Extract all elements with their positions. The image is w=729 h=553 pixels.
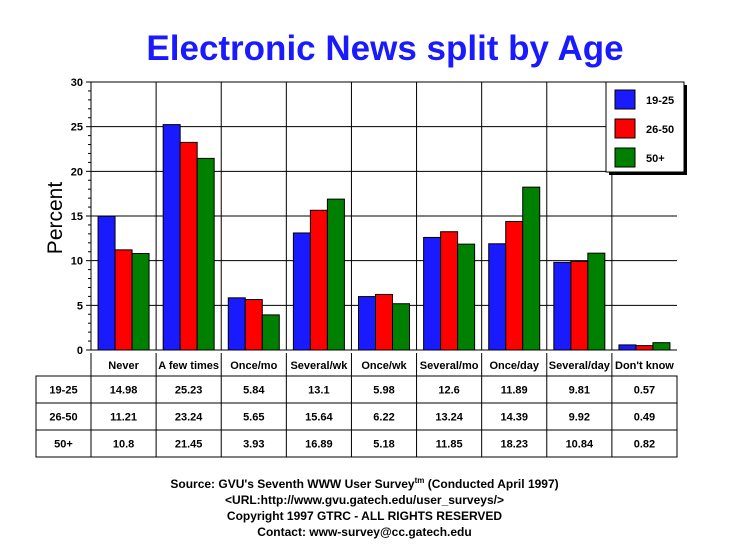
- table-cell: 11.21: [110, 412, 137, 424]
- bar: [488, 243, 507, 351]
- bar: [179, 141, 198, 351]
- y-tick-label: 30: [71, 77, 83, 89]
- table-cell: 21.45: [175, 439, 203, 451]
- bar: [227, 297, 246, 351]
- bar: [261, 314, 280, 351]
- table-cell: 5.84: [243, 385, 265, 397]
- table-cell: 18.23: [500, 439, 528, 451]
- chart: Electronic News split by Age Percent 0 5 1…: [35, 29, 687, 458]
- bar: [522, 186, 541, 351]
- table-cell: 13.1: [308, 385, 329, 397]
- table-cell: 14.39: [500, 412, 528, 424]
- category-label: A few times: [158, 360, 219, 372]
- category-label: Several/day: [549, 360, 611, 372]
- table-cell: 23.24: [175, 412, 203, 424]
- bar: [392, 303, 410, 351]
- table-cell: 10.8: [113, 439, 134, 451]
- data-table: Never A few times Once/mo Several/wk Once/wk…: [35, 353, 678, 458]
- table-cell: 9.81: [569, 385, 590, 397]
- bar: [652, 342, 671, 351]
- legend-label: 19-25: [646, 95, 674, 107]
- y-tick-label: 20: [71, 166, 83, 178]
- bar: [244, 299, 263, 351]
- bar: [196, 157, 215, 351]
- bar: [131, 253, 150, 351]
- y-tick-label: 0: [77, 345, 83, 357]
- footer: Source: GVU's Seventh WWW User Surveytm …: [0, 473, 729, 540]
- source-trademark: tm: [414, 476, 425, 485]
- table-cell: 0.57: [634, 385, 655, 397]
- bar: [457, 243, 476, 351]
- source-suffix: (Conducted April 1997): [424, 477, 559, 491]
- bar: [375, 293, 393, 351]
- category-label: Don't know: [615, 360, 674, 372]
- y-axis-label: Percent: [44, 182, 67, 255]
- table-cell: 12.6: [438, 385, 459, 397]
- bar: [423, 236, 442, 351]
- legend-label: 50+: [646, 153, 665, 165]
- bar: [570, 260, 589, 351]
- source-prefix: Source: GVU's Seventh WWW User Survey: [170, 477, 415, 491]
- table-cell: 0.49: [634, 412, 655, 424]
- table-cell: 15.64: [305, 412, 333, 424]
- legend: 19-25 26-50 50+: [605, 81, 687, 175]
- bar: [162, 124, 181, 351]
- table-cell: 16.89: [305, 439, 333, 451]
- copyright: Copyright 1997 GTRC - ALL RIGHTS RESERVE…: [226, 509, 503, 523]
- table-cell: 11.85: [436, 439, 463, 451]
- source-url: <URL:http://www.gvu.gatech.edu/user_surv…: [225, 493, 504, 507]
- chart-title: Electronic News split by Age: [146, 29, 623, 68]
- bar: [505, 220, 524, 351]
- category-label: Never: [108, 360, 139, 372]
- table-frame: [35, 375, 678, 458]
- table-cell: 10.84: [566, 439, 594, 451]
- category-label: Several/wk: [290, 360, 348, 372]
- table-cell: 5.65: [243, 412, 264, 424]
- bars: [97, 124, 671, 351]
- legend-swatch: [614, 147, 636, 168]
- table-cell: 25.23: [175, 385, 203, 397]
- table-cell: 9.92: [569, 412, 590, 424]
- table-cell: 6.22: [373, 412, 394, 424]
- table-row-label: 19-25: [49, 385, 77, 397]
- source-line: Source: GVU's Seventh WWW User Surveytm …: [0, 473, 729, 492]
- bar: [309, 209, 328, 351]
- bar: [97, 215, 116, 351]
- y-tick-label: 10: [71, 256, 83, 268]
- bar: [553, 261, 572, 351]
- legend-label: 26-50: [646, 124, 674, 136]
- bar: [440, 231, 459, 351]
- y-tick-label: 25: [71, 122, 83, 134]
- category-label: Several/mo: [420, 360, 479, 372]
- legend-swatch: [614, 89, 636, 110]
- table-cell: 11.89: [501, 385, 528, 397]
- table-row-label: 50+: [54, 439, 73, 451]
- category-label: Once/day: [489, 360, 539, 372]
- bar: [326, 198, 345, 351]
- bar: [635, 345, 654, 351]
- bar: [292, 232, 311, 351]
- table-cell: 5.98: [373, 385, 394, 397]
- category-label: Once/mo: [230, 360, 277, 372]
- bar: [618, 344, 637, 351]
- legend-swatch: [614, 118, 636, 139]
- y-tick-label: 5: [77, 300, 83, 312]
- category-label: Once/wk: [361, 360, 407, 372]
- table-cell: 5.18: [373, 439, 394, 451]
- table-cell: 13.24: [435, 412, 463, 424]
- bar: [114, 249, 133, 351]
- y-ticks: 0 5 10 15 20 25 30: [71, 77, 91, 357]
- y-tick-label: 15: [71, 211, 83, 223]
- table-row-label: 26-50: [49, 412, 77, 424]
- bar: [587, 252, 606, 351]
- bar: [358, 296, 376, 351]
- contact: Contact: www-survey@cc.gatech.edu: [257, 525, 472, 539]
- table-cell: 14.98: [110, 385, 138, 397]
- table-cell: 0.82: [634, 439, 655, 451]
- table-cell: 3.93: [243, 439, 264, 451]
